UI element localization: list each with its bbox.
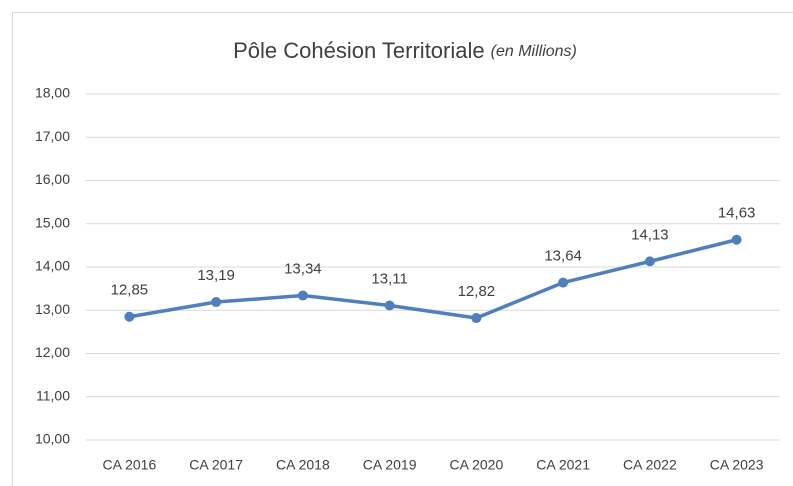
- data-label: 13,64: [544, 248, 582, 265]
- data-label: 13,34: [284, 261, 322, 278]
- marker: [471, 313, 482, 324]
- y-tick-label: 12,00: [35, 344, 70, 360]
- y-tick-label: 15,00: [35, 214, 70, 230]
- marker: [124, 311, 135, 322]
- data-label: 12,85: [111, 282, 149, 299]
- chart-frame: [12, 12, 793, 486]
- x-tick-label: CA 2016: [103, 457, 157, 473]
- chart-title: Pôle Cohésion Territoriale: [233, 38, 485, 63]
- chart-title-group: Pôle Cohésion Territoriale (en Millions): [233, 38, 577, 63]
- data-label: 14,13: [631, 226, 669, 243]
- x-tick-label: CA 2020: [450, 457, 504, 473]
- y-tick-label: 14,00: [35, 258, 70, 274]
- x-tick-label: CA 2017: [189, 457, 243, 473]
- data-label: 12,82: [458, 283, 496, 300]
- marker: [644, 256, 655, 267]
- y-tick-label: 11,00: [36, 387, 70, 403]
- marker: [211, 297, 222, 308]
- x-tick-label: CA 2018: [276, 457, 330, 473]
- marker: [731, 234, 742, 245]
- x-tick-label: CA 2021: [536, 457, 590, 473]
- data-label: 13,11: [371, 270, 407, 287]
- y-tick-label: 10,00: [35, 431, 70, 447]
- chart-subtitle: (en Millions): [491, 43, 577, 60]
- x-tick-label: CA 2022: [623, 457, 677, 473]
- y-tick-label: 16,00: [35, 171, 70, 187]
- y-tick-label: 18,00: [35, 85, 70, 101]
- y-tick-label: 13,00: [35, 301, 70, 317]
- y-tick-label: 17,00: [35, 128, 70, 144]
- x-tick-label: CA 2019: [363, 457, 417, 473]
- x-tick-label: CA 2023: [710, 457, 764, 473]
- data-label: 14,63: [718, 205, 756, 222]
- line: [127, 238, 739, 320]
- marker: [558, 277, 569, 288]
- marker: [297, 290, 308, 301]
- marker: [384, 300, 395, 311]
- data-label: 13,19: [197, 267, 235, 284]
